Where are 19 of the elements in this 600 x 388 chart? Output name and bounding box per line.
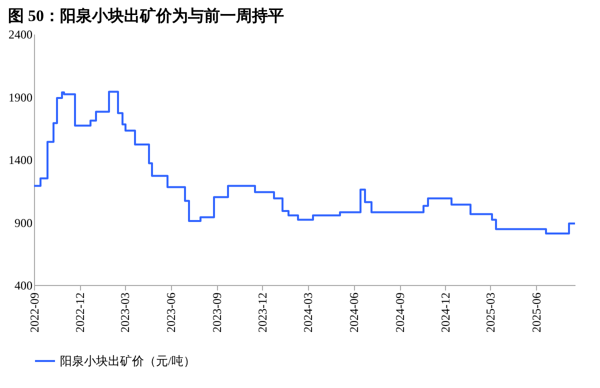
- x-tick-label: 2023-06: [164, 292, 178, 332]
- x-tick-label: 2022-12: [73, 292, 87, 332]
- x-tick-label: 2024-06: [347, 292, 361, 332]
- x-tick-label: 2024-03: [301, 292, 315, 332]
- y-tick-label: 1400: [8, 153, 32, 167]
- y-tick-label: 1900: [8, 90, 32, 104]
- x-tick-label: 2025-03: [484, 292, 498, 332]
- y-tick-label: 900: [14, 216, 32, 230]
- x-tick-label: 2023-09: [210, 292, 224, 332]
- x-tick-label: 2025-06: [530, 292, 544, 332]
- y-tick-label: 2400: [8, 28, 32, 42]
- x-tick-label: 2022-09: [28, 292, 42, 332]
- chart-title: 图 50：阳泉小块出矿价为与前一周持平: [8, 7, 284, 25]
- legend-label: 阳泉小块出矿价（元/吨）: [60, 354, 196, 368]
- x-tick-label: 2024-12: [438, 292, 452, 332]
- y-tick-label: 400: [14, 278, 32, 292]
- x-tick-label: 2023-03: [118, 292, 132, 332]
- x-tick-label: 2023-12: [256, 292, 270, 332]
- x-tick-label: 2024-09: [393, 292, 407, 332]
